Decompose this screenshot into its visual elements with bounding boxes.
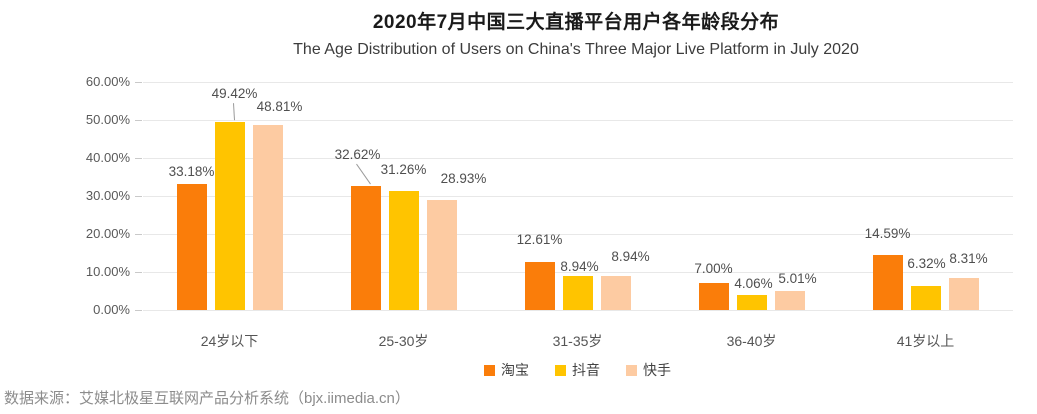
bar-2-3 bbox=[774, 290, 805, 310]
bar-0-0 bbox=[176, 183, 207, 310]
bar-0-2 bbox=[524, 262, 555, 310]
x-axis-label: 24岁以下 bbox=[200, 333, 259, 349]
gridline bbox=[142, 158, 1013, 159]
bar-value-label: 6.32% bbox=[907, 255, 946, 271]
gridline bbox=[142, 272, 1013, 273]
bar-value-label: 8.94% bbox=[560, 259, 599, 275]
chart-title: 2020年7月中国三大直播平台用户各年龄段分布 bbox=[372, 12, 780, 33]
bar-2-1 bbox=[426, 200, 457, 310]
bar-value-label: 49.42% bbox=[211, 86, 258, 102]
gridline bbox=[142, 196, 1013, 197]
data-source-caption: 数据来源：艾媒北极星互联网产品分析系统（bjx.iimedia.cn） bbox=[4, 390, 410, 407]
bar-1-3 bbox=[736, 294, 767, 310]
x-axis-label: 41岁以上 bbox=[896, 333, 955, 349]
legend-label-taobao: 淘宝 bbox=[501, 362, 529, 378]
y-axis-tick bbox=[135, 82, 142, 83]
bar-value-label: 4.06% bbox=[734, 275, 773, 291]
y-axis-label: 60.00% bbox=[85, 74, 130, 89]
bar-2-0 bbox=[252, 124, 283, 310]
bar-0-3 bbox=[698, 283, 729, 310]
bar-value-label: 14.59% bbox=[864, 225, 911, 241]
bar-value-label: 48.81% bbox=[256, 98, 303, 114]
y-axis-tick bbox=[135, 196, 142, 197]
bar-value-label: 33.18% bbox=[168, 163, 215, 179]
y-axis-label: 0.00% bbox=[93, 302, 130, 317]
bar-1-4 bbox=[910, 285, 941, 310]
y-axis-tick bbox=[135, 158, 142, 159]
y-axis-tick bbox=[135, 272, 142, 273]
legend-swatch-kuaishou-icon bbox=[626, 364, 637, 376]
y-axis-label: 30.00% bbox=[85, 188, 130, 203]
x-axis-label: 31-35岁 bbox=[552, 333, 603, 349]
gridline bbox=[142, 120, 1013, 121]
legend-swatch-taobao-icon bbox=[484, 364, 495, 376]
legend-item-taobao: 淘宝 bbox=[484, 360, 529, 380]
bar-0-1 bbox=[350, 186, 381, 310]
bar-0-4 bbox=[872, 254, 903, 310]
bar-value-label: 8.31% bbox=[949, 251, 988, 267]
y-axis-label: 50.00% bbox=[85, 112, 130, 127]
legend-swatch-douyin-icon bbox=[555, 364, 566, 376]
bar-value-label: 5.01% bbox=[778, 270, 817, 286]
gridline bbox=[142, 310, 1013, 311]
bar-1-1 bbox=[388, 191, 419, 310]
bar-2-4 bbox=[948, 278, 979, 310]
bar-value-label: 12.61% bbox=[516, 232, 563, 248]
y-axis-tick bbox=[135, 310, 142, 311]
legend: 淘宝 抖音 快手 bbox=[142, 360, 1013, 380]
bar-value-label: 31.26% bbox=[380, 162, 427, 178]
bar-value-label: 7.00% bbox=[694, 261, 733, 277]
y-axis-label: 40.00% bbox=[85, 150, 130, 165]
bar-value-label: 32.62% bbox=[334, 147, 381, 163]
bar-2-2 bbox=[600, 276, 631, 310]
legend-label-kuaishou: 快手 bbox=[643, 362, 671, 378]
legend-label-douyin: 抖音 bbox=[572, 362, 600, 378]
gridline bbox=[142, 82, 1013, 83]
x-axis-label: 36-40岁 bbox=[726, 333, 777, 349]
bar-1-2 bbox=[562, 276, 593, 310]
y-axis-tick bbox=[135, 234, 142, 235]
bar-1-0 bbox=[214, 122, 245, 310]
chart-subtitle: The Age Distribution of Users on China's… bbox=[293, 41, 859, 58]
y-axis-label: 20.00% bbox=[85, 226, 130, 241]
bar-value-label: 8.94% bbox=[611, 249, 650, 265]
bar-value-label: 28.93% bbox=[440, 171, 487, 187]
y-axis-label: 10.00% bbox=[85, 264, 130, 279]
gridline bbox=[142, 234, 1013, 235]
x-axis-label: 25-30岁 bbox=[378, 333, 429, 349]
y-axis-tick bbox=[135, 120, 142, 121]
legend-item-kuaishou: 快手 bbox=[626, 360, 671, 380]
legend-item-douyin: 抖音 bbox=[555, 360, 600, 380]
